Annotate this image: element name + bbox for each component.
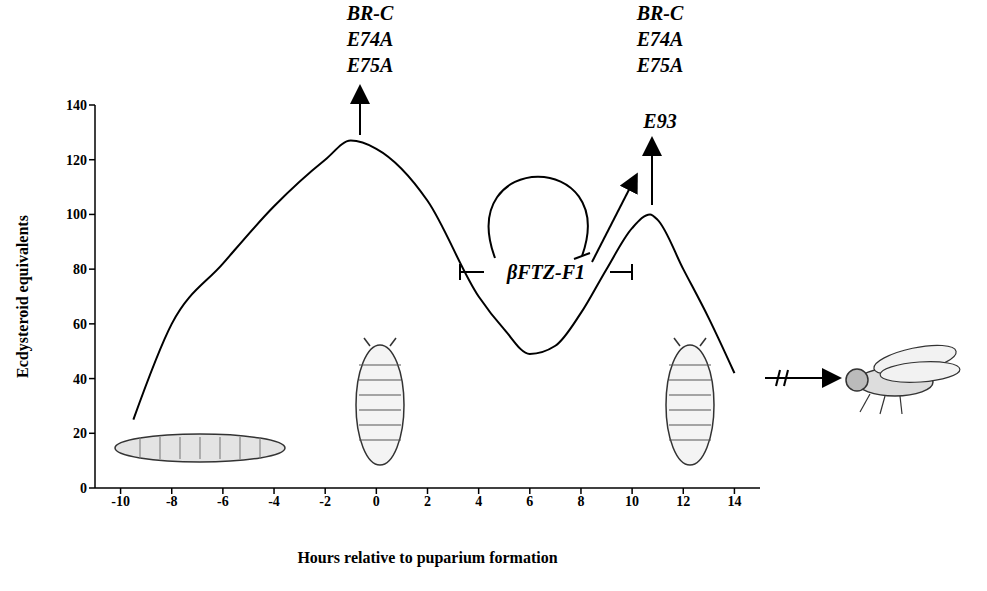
- svg-text:E74A: E74A: [636, 28, 684, 50]
- svg-text:Ecdysteroid equivalents: Ecdysteroid equivalents: [14, 215, 32, 378]
- svg-text:120: 120: [66, 153, 87, 168]
- svg-text:6: 6: [526, 494, 533, 509]
- svg-text:E93: E93: [642, 110, 676, 132]
- svg-text:0: 0: [373, 494, 380, 509]
- svg-text:E74A: E74A: [346, 28, 394, 50]
- svg-text:20: 20: [73, 426, 87, 441]
- svg-text:E75A: E75A: [636, 54, 684, 76]
- svg-text:Hours relative to puparium for: Hours relative to puparium formation: [297, 549, 557, 567]
- svg-text:E75A: E75A: [346, 54, 394, 76]
- svg-text:-10: -10: [111, 494, 130, 509]
- svg-text:4: 4: [475, 494, 482, 509]
- svg-text:140: 140: [66, 98, 87, 113]
- svg-text:100: 100: [66, 207, 87, 222]
- svg-text:-8: -8: [166, 494, 178, 509]
- svg-text:8: 8: [577, 494, 584, 509]
- svg-text:-2: -2: [319, 494, 331, 509]
- svg-text:βFTZ-F1: βFTZ-F1: [506, 261, 585, 284]
- svg-text:40: 40: [73, 372, 87, 387]
- svg-text:60: 60: [73, 317, 87, 332]
- svg-text:12: 12: [676, 494, 690, 509]
- svg-text:10: 10: [625, 494, 639, 509]
- svg-text:14: 14: [727, 494, 741, 509]
- svg-text:80: 80: [73, 262, 87, 277]
- svg-text:BR-C: BR-C: [636, 2, 684, 24]
- svg-text:0: 0: [80, 481, 87, 496]
- svg-text:BR-C: BR-C: [346, 2, 394, 24]
- svg-text:2: 2: [424, 494, 431, 509]
- svg-text:-6: -6: [217, 494, 229, 509]
- svg-text:-4: -4: [268, 494, 280, 509]
